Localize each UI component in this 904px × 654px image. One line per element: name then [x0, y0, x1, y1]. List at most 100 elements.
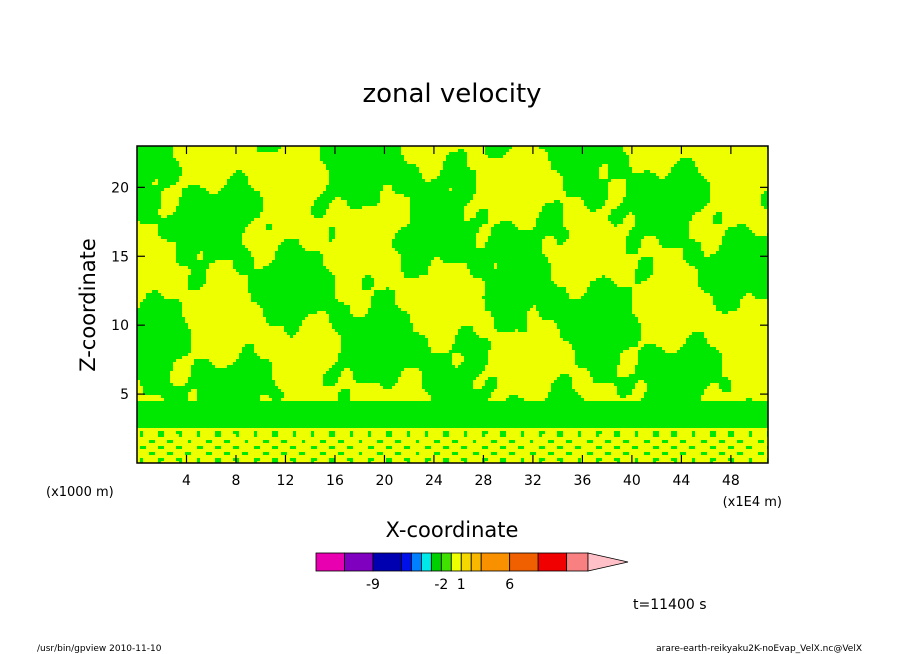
contour-cell: [215, 242, 219, 246]
contour-cell: [140, 203, 144, 207]
contour-cell: [185, 179, 189, 183]
contour-cell: [209, 365, 213, 369]
contour-cell: [203, 167, 207, 171]
contour-cell: [275, 446, 279, 450]
contour-cell: [188, 200, 192, 204]
contour-cell: [164, 275, 168, 279]
contour-cell: [137, 248, 141, 252]
contour-cell: [206, 146, 210, 150]
contour-cell: [158, 179, 162, 183]
contour-cell: [251, 290, 255, 294]
contour-cell: [263, 251, 267, 255]
contour-cell: [176, 317, 180, 321]
contour-cell: [179, 170, 183, 174]
contour-cell: [218, 452, 222, 456]
contour-cell: [248, 224, 252, 228]
contour-cell: [197, 230, 201, 234]
contour-cell: [170, 290, 174, 294]
contour-cell: [212, 356, 216, 360]
contour-cell: [200, 200, 204, 204]
contour-cell: [224, 308, 228, 312]
contour-cell: [185, 422, 189, 426]
contour-cell: [185, 425, 189, 429]
contour-cell: [233, 185, 237, 189]
contour-cell: [152, 215, 156, 219]
contour-cell: [233, 212, 237, 216]
contour-cell: [146, 215, 150, 219]
contour-cell: [158, 413, 162, 417]
contour-cell: [221, 446, 225, 450]
contour-cell: [188, 383, 192, 387]
contour-cell: [266, 371, 270, 375]
contour-cell: [212, 293, 216, 297]
contour-cell: [245, 299, 249, 303]
contour-cell: [143, 245, 147, 249]
contour-cell: [221, 248, 225, 252]
contour-cell: [248, 293, 252, 297]
contour-cell: [245, 290, 249, 294]
contour-cell: [137, 194, 141, 198]
contour-cell: [197, 164, 201, 168]
contour-cell: [230, 350, 234, 354]
contour-cell: [236, 197, 240, 201]
contour-cell: [173, 152, 177, 156]
contour-cell: [188, 146, 192, 150]
contour-cell: [248, 221, 252, 225]
contour-cell: [176, 368, 180, 372]
contour-cell: [143, 149, 147, 153]
contour-cell: [170, 287, 174, 291]
contour-cell: [197, 404, 201, 408]
contour-cell: [251, 344, 255, 348]
contour-cell: [263, 194, 267, 198]
contour-cell: [263, 164, 267, 168]
contour-cell: [164, 434, 168, 438]
contour-cell: [233, 422, 237, 426]
contour-cell: [185, 221, 189, 225]
contour-cell: [158, 392, 162, 396]
contour-cell: [227, 359, 231, 363]
contour-cell: [176, 170, 180, 174]
contour-cell: [275, 338, 279, 342]
contour-cell: [185, 224, 189, 228]
contour-cell: [200, 161, 204, 165]
contour-cell: [248, 359, 252, 363]
contour-cell: [179, 347, 183, 351]
contour-cell: [209, 185, 213, 189]
contour-cell: [161, 170, 165, 174]
contour-cell: [233, 392, 237, 396]
contour-cell: [242, 305, 246, 309]
contour-cell: [170, 347, 174, 351]
contour-cell: [206, 311, 210, 315]
contour-cell: [242, 419, 246, 423]
contour-cell: [158, 158, 162, 162]
contour-cell: [227, 458, 231, 462]
contour-cell: [260, 146, 264, 150]
contour-cell: [200, 437, 204, 441]
contour-cell: [221, 284, 225, 288]
contour-cell: [173, 338, 177, 342]
contour-cell: [269, 290, 273, 294]
contour-cell: [176, 389, 180, 393]
contour-cell: [218, 305, 222, 309]
contour-cell: [266, 257, 270, 261]
contour-cell: [248, 374, 252, 378]
contour-cell: [245, 158, 249, 162]
contour-cell: [167, 212, 171, 216]
contour-cell: [200, 239, 204, 243]
contour-cell: [149, 257, 153, 261]
contour-cell: [218, 362, 222, 366]
contour-cell: [269, 224, 273, 228]
contour-cell: [197, 443, 201, 447]
contour-cell: [179, 185, 183, 189]
contour-cell: [188, 356, 192, 360]
contour-cell: [254, 452, 258, 456]
contour-cell: [209, 320, 213, 324]
contour-cell: [248, 329, 252, 333]
contour-cell: [161, 152, 165, 156]
contour-cell: [203, 437, 207, 441]
contour-cell: [140, 167, 144, 171]
contour-cell: [233, 302, 237, 306]
contour-cell: [251, 269, 255, 273]
contour-cell: [206, 290, 210, 294]
contour-cell: [272, 236, 276, 240]
